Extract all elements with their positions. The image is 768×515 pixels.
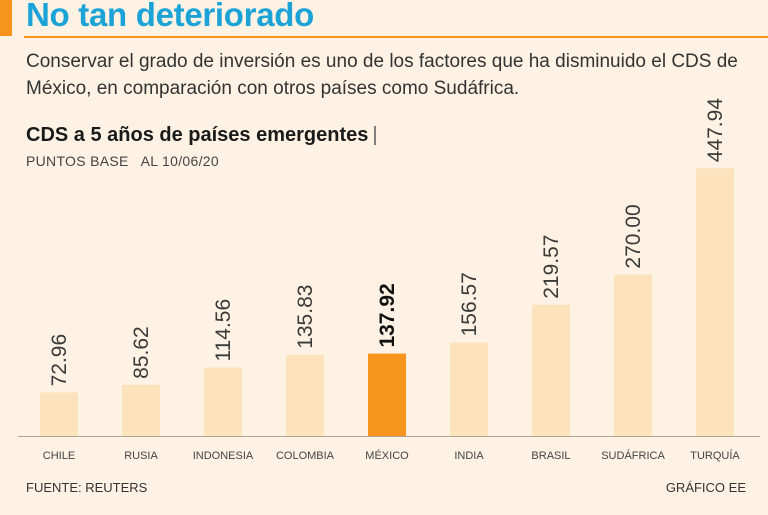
intro-text: Conservar el grado de inversión es uno d… [26,51,738,99]
category-label: INDONESIA [193,450,254,462]
value-label: 447.94 [704,98,727,163]
category-label: CHILE [43,450,75,462]
headline: No tan deteriorado [26,0,314,33]
bar-méxico [368,353,406,436]
bar-turquía [696,168,734,436]
accent-bar [0,0,12,36]
units-label: PUNTOS BASE [26,153,129,169]
value-label: 85.62 [130,326,153,379]
date-label: AL 10/06/20 [140,153,219,169]
chart-title: CDS a 5 años de países emergentes | [26,124,378,147]
category-label: COLOMBIA [276,450,335,462]
value-label: 135.83 [294,285,317,349]
value-label: 114.56 [212,299,235,362]
title-separator: | [372,124,378,146]
bar-brasil [532,304,570,436]
value-label: 137.92 [376,283,399,347]
header-rule [24,36,768,38]
credit-label: GRÁFICO EE [665,480,746,495]
bar-india [450,342,488,436]
chart-subtitle: PUNTOS BASE AL 10/06/20 [26,153,219,169]
value-label: 219.57 [540,235,563,299]
value-label: 270.00 [622,204,645,268]
category-label: SUDÁFRICA [601,449,665,462]
value-label: 72.96 [48,334,71,387]
value-label: 156.57 [458,272,481,336]
bar-chile [40,392,78,436]
category-label: RUSIA [124,450,158,462]
category-label: INDIA [454,450,484,462]
chart-title-text: CDS a 5 años de países emergentes [26,124,369,146]
source-label: FUENTE: REUTERS [26,480,148,495]
bar-sudáfrica [614,274,652,436]
category-label: MÉXICO [365,449,409,462]
bar-indonesia [204,367,242,436]
category-label: TURQUÍA [690,449,740,462]
bar-rusia [122,384,160,436]
category-label: BRASIL [531,450,570,462]
bar-colombia [286,354,324,436]
